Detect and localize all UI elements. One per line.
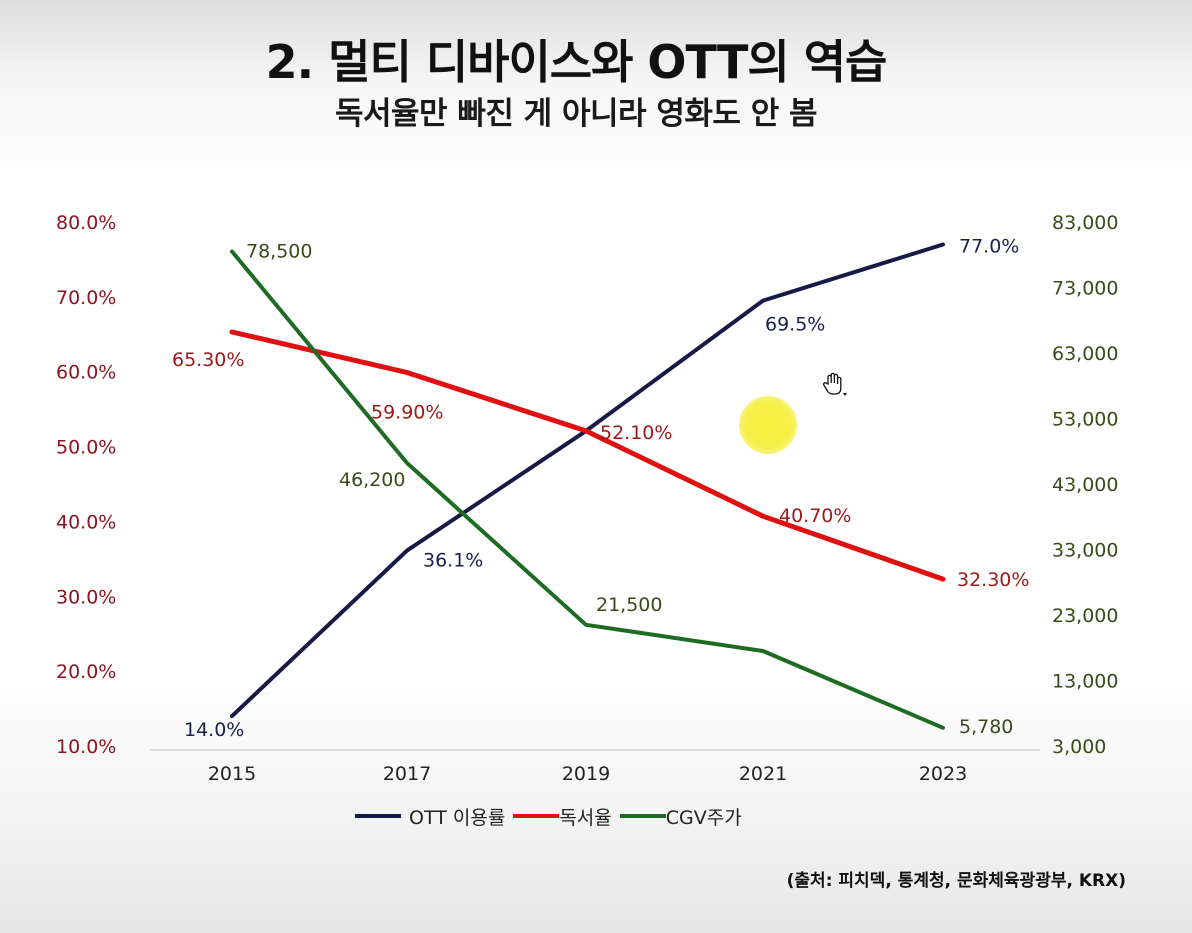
reading-data-label: 32.30% xyxy=(957,569,1029,591)
left-axis-tick: 50.0% xyxy=(56,437,116,459)
source-note: (출처: 피치덱, 통계청, 문화체육광광부, KRX) xyxy=(786,871,1126,891)
legend-item-reading: 독서율 xyxy=(513,803,612,830)
reading-data-label: 59.90% xyxy=(371,401,443,423)
legend-item-ott: OTT 이용률 xyxy=(355,803,505,830)
right-axis-tick: 63,000 xyxy=(1052,343,1118,365)
right-axis-tick: 83,000 xyxy=(1052,212,1118,234)
right-axis-tick: 13,000 xyxy=(1052,671,1118,693)
right-axis-tick: 23,000 xyxy=(1052,605,1118,627)
legend-label-cgv: CGV주가 xyxy=(665,806,742,829)
right-axis-tick: 33,000 xyxy=(1052,540,1118,562)
left-axis-tick: 80.0% xyxy=(56,212,116,234)
legend-item-cgv: CGV주가 xyxy=(619,803,742,830)
x-axis-tick: 2023 xyxy=(919,763,967,785)
x-axis-tick: 2019 xyxy=(562,763,610,785)
cgv-data-label: 78,500 xyxy=(246,240,312,262)
highlight-marker xyxy=(739,396,797,454)
right-axis-tick: 53,000 xyxy=(1052,409,1118,431)
right-axis-tick: 3,000 xyxy=(1052,736,1106,758)
reading-data-label: 40.70% xyxy=(779,505,851,527)
left-axis-tick: 60.0% xyxy=(56,362,116,384)
ott-data-label: 69.5% xyxy=(765,314,825,336)
ott-data-label: 77.0% xyxy=(959,235,1019,257)
left-axis-tick: 70.0% xyxy=(56,287,116,309)
cgv-data-label: 46,200 xyxy=(339,469,405,491)
right-axis-tick: 73,000 xyxy=(1052,278,1118,300)
right-axis-tick: 43,000 xyxy=(1052,474,1118,496)
page-title: 2. 멀티 디바이스와 OTT의 역습 xyxy=(265,35,888,89)
left-axis-tick: 30.0% xyxy=(56,586,116,608)
left-axis-tick: 40.0% xyxy=(56,511,116,533)
legend-label-ott: OTT 이용률 xyxy=(409,806,506,829)
cgv-data-label: 21,500 xyxy=(596,594,662,616)
left-axis-tick: 20.0% xyxy=(56,661,116,683)
legend-swatch-reading xyxy=(513,814,560,818)
x-axis-tick: 2015 xyxy=(208,763,256,785)
page-subtitle: 독서율만 빠진 게 아니라 영화도 안 봄 xyxy=(334,96,818,132)
hand-cursor-icon xyxy=(823,372,847,396)
legend-swatch-ott xyxy=(355,814,401,818)
x-axis-tick: 2017 xyxy=(383,763,431,785)
reading-data-label: 52.10% xyxy=(600,422,672,444)
chart-legend: OTT 이용률 독서율 CGV주가 xyxy=(355,802,750,830)
legend-label-reading: 독서율 xyxy=(559,806,612,829)
reading-series-line xyxy=(229,329,946,582)
cgv-series-line xyxy=(230,249,945,730)
left-axis-tick: 10.0% xyxy=(56,736,116,758)
ott-data-label: 14.0% xyxy=(184,719,244,741)
reading-data-label: 65.30% xyxy=(172,349,244,371)
legend-swatch-cgv xyxy=(619,814,666,818)
ott-data-label: 36.1% xyxy=(423,550,483,572)
cgv-data-label: 5,780 xyxy=(959,716,1013,738)
x-axis-tick: 2021 xyxy=(739,763,787,785)
